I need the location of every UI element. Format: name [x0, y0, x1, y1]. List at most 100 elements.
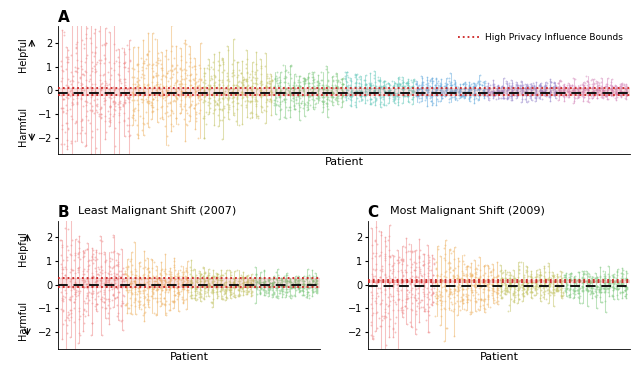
Point — [70, 296, 80, 302]
Point — [493, 87, 504, 93]
Point — [88, 290, 98, 296]
Point — [261, 78, 271, 84]
Point — [307, 286, 317, 292]
Point — [612, 286, 623, 292]
Point — [191, 290, 202, 296]
Point — [559, 84, 570, 90]
Point — [564, 273, 575, 279]
Point — [601, 91, 611, 97]
Point — [234, 78, 244, 84]
Point — [392, 276, 402, 282]
Point — [148, 74, 158, 80]
Point — [488, 282, 499, 288]
Point — [100, 278, 111, 284]
Point — [264, 286, 275, 292]
Point — [406, 287, 416, 293]
Point — [164, 308, 174, 314]
Point — [562, 87, 572, 93]
Point — [537, 88, 547, 94]
Point — [490, 92, 500, 98]
Point — [270, 76, 280, 82]
Point — [91, 249, 101, 255]
Point — [588, 290, 598, 296]
Point — [58, 68, 68, 74]
Point — [591, 80, 602, 86]
Point — [103, 108, 113, 114]
Point — [155, 295, 165, 301]
Point — [397, 277, 407, 283]
Point — [293, 283, 303, 289]
Point — [532, 90, 542, 96]
Point — [116, 302, 126, 308]
Point — [432, 91, 442, 97]
Point — [314, 85, 324, 91]
Point — [250, 69, 260, 75]
Point — [461, 299, 472, 305]
Point — [465, 271, 475, 277]
Point — [195, 275, 205, 281]
Point — [168, 298, 179, 304]
Point — [356, 88, 367, 94]
Point — [313, 84, 323, 90]
Point — [479, 282, 490, 288]
Point — [218, 82, 228, 88]
Point — [376, 289, 387, 295]
Point — [426, 94, 436, 100]
Point — [89, 110, 99, 116]
Point — [591, 86, 601, 92]
Point — [448, 275, 458, 281]
Point — [152, 84, 163, 90]
Point — [441, 288, 451, 294]
Point — [248, 59, 259, 65]
Point — [190, 274, 200, 280]
Point — [161, 82, 172, 88]
Point — [530, 86, 540, 92]
Point — [125, 132, 135, 138]
Point — [371, 98, 381, 104]
Point — [90, 102, 100, 108]
Point — [516, 291, 527, 297]
Point — [471, 284, 481, 290]
Point — [327, 74, 337, 80]
Point — [495, 284, 505, 290]
Point — [463, 296, 473, 302]
Point — [542, 276, 552, 282]
Point — [94, 273, 104, 279]
Point — [473, 86, 483, 92]
Point — [564, 86, 575, 92]
Point — [156, 259, 166, 265]
Point — [559, 84, 569, 90]
Point — [509, 294, 520, 300]
Point — [550, 82, 560, 88]
Point — [228, 284, 239, 290]
Point — [474, 90, 484, 96]
Point — [66, 140, 76, 146]
Point — [479, 88, 489, 94]
Point — [590, 288, 600, 294]
Legend: High Privacy Influence Bounds: High Privacy Influence Bounds — [456, 31, 626, 45]
Point — [561, 283, 572, 289]
Point — [260, 288, 271, 294]
Point — [500, 267, 510, 273]
Point — [360, 93, 370, 99]
Point — [62, 126, 72, 132]
Point — [79, 306, 90, 312]
Point — [174, 308, 184, 314]
Point — [437, 92, 447, 98]
Point — [520, 81, 530, 87]
Point — [173, 287, 183, 293]
Point — [251, 77, 261, 83]
Point — [305, 274, 316, 280]
Point — [432, 86, 442, 92]
Point — [188, 280, 198, 286]
Point — [250, 94, 260, 100]
Point — [282, 270, 292, 276]
Point — [61, 215, 72, 221]
Point — [482, 276, 492, 282]
Point — [157, 116, 168, 122]
Point — [437, 284, 447, 290]
Point — [223, 81, 234, 87]
Point — [388, 297, 398, 303]
Point — [131, 272, 141, 278]
Point — [241, 289, 251, 295]
